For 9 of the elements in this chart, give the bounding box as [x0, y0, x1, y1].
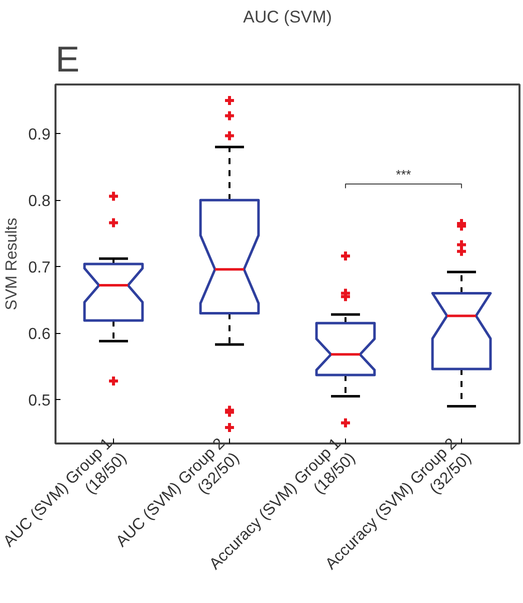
text: E [56, 38, 80, 80]
y-tick-label: 0.8 [28, 193, 51, 210]
chart-title: AUC (SVM) [243, 8, 332, 26]
y-tick-label: 0.7 [28, 260, 51, 277]
y-tick-label: 0.5 [28, 392, 51, 410]
y-tick-label: 0.9 [28, 126, 51, 144]
annotation: *** [396, 166, 412, 182]
y-axis-title: SVM Results [3, 218, 20, 310]
y-tick-label: 0.6 [28, 326, 51, 344]
